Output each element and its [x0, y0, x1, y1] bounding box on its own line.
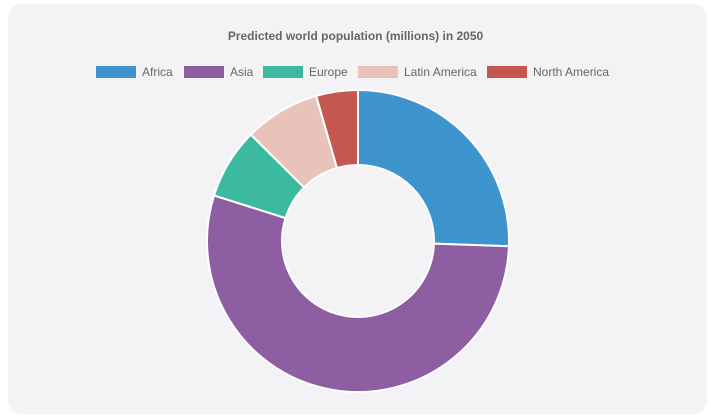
legend-swatch — [487, 66, 527, 78]
slice-asia[interactable] — [206, 194, 510, 393]
chart-title: Predicted world population (millions) in… — [227, 29, 484, 43]
legend-item-north-america[interactable]: North America — [487, 65, 609, 79]
legend-item-asia[interactable]: Asia — [184, 65, 254, 79]
legend-item-africa[interactable]: Africa — [96, 65, 173, 79]
legend-label: Africa — [142, 65, 173, 79]
slice-north-america[interactable] — [314, 88, 359, 170]
legend-item-latin-america[interactable]: Latin America — [358, 65, 477, 79]
legend-label: North America — [533, 65, 609, 79]
legend-swatch — [358, 66, 398, 78]
legend-swatch — [184, 66, 224, 78]
legend-label: Asia — [230, 65, 254, 79]
legend-swatch — [263, 66, 303, 78]
legend-label: Europe — [309, 65, 348, 79]
slice-africa[interactable] — [357, 88, 510, 248]
legend-swatch — [96, 66, 136, 78]
slices — [206, 88, 510, 393]
legend-item-europe[interactable]: Europe — [263, 65, 348, 79]
legend: Africa Asia Europe Latin America North Ameri… — [96, 65, 609, 79]
legend-label: Latin America — [404, 65, 477, 79]
